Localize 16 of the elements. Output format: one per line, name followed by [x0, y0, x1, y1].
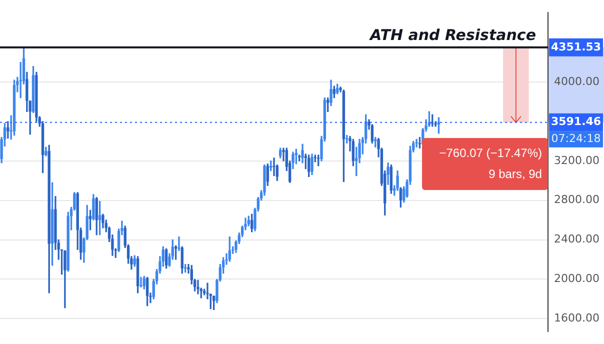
y-tick-label: 2400.00	[554, 232, 600, 246]
text: 4351.53	[550, 40, 602, 54]
candlestick	[178, 236, 180, 251]
annotation: 9 bars, 9d	[488, 166, 542, 184]
y-tick-label: 3200.00	[554, 154, 600, 167]
text: 3591.46	[550, 115, 602, 128]
y-tick-label: 1600.00	[554, 311, 600, 324]
y-tick-label: 2000.00	[554, 272, 600, 286]
y-tick-label: 4000.00	[554, 74, 600, 88]
label-box: −760.07 (−17.47%) 9 bars, 9d	[422, 138, 548, 190]
text: 07:24:18	[551, 132, 601, 146]
y-tick-label: 2800.00	[554, 193, 600, 206]
candlestick	[196, 280, 200, 294]
ref-line-label: ATH and Resistance	[369, 26, 536, 44]
candlestick	[140, 276, 142, 288]
annotation: −760.07 (−17.47%)	[438, 145, 542, 162]
